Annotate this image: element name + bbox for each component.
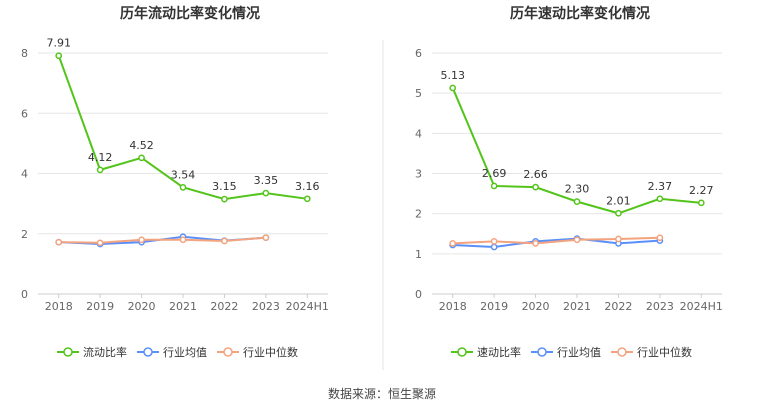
- legend-label: 行业均值: [557, 346, 601, 359]
- y-tick-label: 5: [415, 87, 422, 100]
- chart-title: 历年流动比率变化情况: [120, 5, 260, 22]
- data-point: [55, 52, 63, 60]
- data-point: [449, 84, 457, 92]
- data-point: [179, 236, 187, 244]
- data-point: [179, 184, 187, 191]
- y-tick-label: 0: [21, 288, 28, 301]
- data-label: 3.54: [171, 168, 196, 181]
- data-label: 3.16: [295, 180, 320, 193]
- data-point: [303, 195, 311, 203]
- current-ratio-chart: 历年流动比率变化情况 0 2 4 6 8 2018 2019 2020 2021 2022 2023 2…: [21, 5, 329, 359]
- data-label: 3.35: [254, 174, 279, 187]
- data-label: 2.69: [482, 167, 507, 180]
- x-tick-label: 2021: [563, 300, 591, 313]
- y-tick-label: 8: [21, 47, 28, 60]
- y-tick-label: 0: [415, 288, 422, 301]
- legend-label: 流动比率: [83, 345, 127, 359]
- data-point: [615, 209, 622, 217]
- legend-label: 行业中位数: [243, 345, 298, 359]
- data-point: [490, 243, 498, 251]
- legend-label: 行业均值: [163, 346, 207, 359]
- data-point: [490, 182, 498, 190]
- data-point: [221, 237, 228, 245]
- data-label: 2.37: [648, 180, 673, 193]
- data-label: 4.52: [129, 139, 154, 152]
- data-label: 2.30: [565, 183, 590, 196]
- x-tick-label: 2019: [480, 300, 508, 313]
- x-tick-label: 2021: [169, 300, 197, 313]
- x-tick-label: 2024H1: [286, 300, 329, 313]
- x-tick-label: 2022: [210, 300, 238, 313]
- y-tick-label: 4: [21, 168, 28, 181]
- x-tick-label: 2018: [45, 300, 73, 313]
- y-tick-label: 2: [21, 228, 28, 241]
- data-point: [96, 166, 104, 174]
- legend-marker: [63, 347, 73, 357]
- data-label: 2.66: [523, 168, 548, 181]
- data-label: 2.01: [606, 194, 631, 207]
- legend-marker: [617, 347, 627, 357]
- x-tick-label: 2020: [128, 300, 156, 313]
- legend-label: 行业中位数: [637, 345, 692, 359]
- x-tick-label: 2019: [86, 300, 114, 313]
- data-label: 3.15: [212, 180, 237, 193]
- y-tick-label: 2: [415, 208, 422, 221]
- x-tick-label: 2023: [646, 300, 674, 313]
- data-label: 5.13: [440, 69, 465, 82]
- y-tick-label: 6: [415, 47, 422, 60]
- data-point: [532, 183, 539, 191]
- y-tick-label: 4: [415, 127, 422, 140]
- data-point: [573, 236, 581, 244]
- series-line-2: [452, 236, 660, 245]
- data-point: [55, 238, 63, 246]
- data-point: [656, 234, 664, 242]
- quick-ratio-chart: 历年速动比率变化情况 0 1 2 3 4 5 6 2018 2019 2020 2021 2022 202…: [415, 5, 723, 359]
- data-point: [138, 154, 145, 162]
- legend-marker: [537, 347, 547, 357]
- series-line-1: [452, 237, 660, 249]
- data-point: [697, 199, 705, 207]
- data-point: [449, 240, 457, 247]
- x-tick-label: 2023: [252, 300, 280, 313]
- chart-title: 历年速动比率变化情况: [510, 5, 650, 22]
- series-line-2: [58, 236, 266, 244]
- x-tick-label: 2024H1: [680, 300, 723, 313]
- data-point: [262, 189, 270, 197]
- y-tick-label: 6: [21, 107, 28, 120]
- legend-label: 速动比率: [477, 345, 521, 359]
- data-point: [573, 198, 581, 205]
- data-label: 2.27: [689, 184, 714, 197]
- data-label: 7.91: [46, 37, 71, 50]
- y-tick-label: 3: [415, 168, 422, 181]
- x-tick-label: 2022: [604, 300, 632, 313]
- x-tick-label: 2020: [522, 300, 550, 313]
- data-point: [138, 236, 145, 244]
- legend-marker: [223, 347, 233, 357]
- data-point: [532, 240, 539, 247]
- y-tick-label: 1: [415, 248, 422, 261]
- data-point: [656, 195, 664, 203]
- data-point: [96, 239, 104, 247]
- data-point: [490, 238, 498, 245]
- legend-marker: [143, 347, 153, 357]
- data-source: 数据来源：恒生聚源: [328, 386, 436, 401]
- data-label: 4.12: [88, 151, 113, 164]
- data-point: [262, 234, 270, 242]
- data-point: [221, 195, 228, 203]
- legend-marker: [457, 347, 467, 357]
- x-tick-label: 2018: [439, 300, 467, 313]
- data-point: [615, 235, 622, 243]
